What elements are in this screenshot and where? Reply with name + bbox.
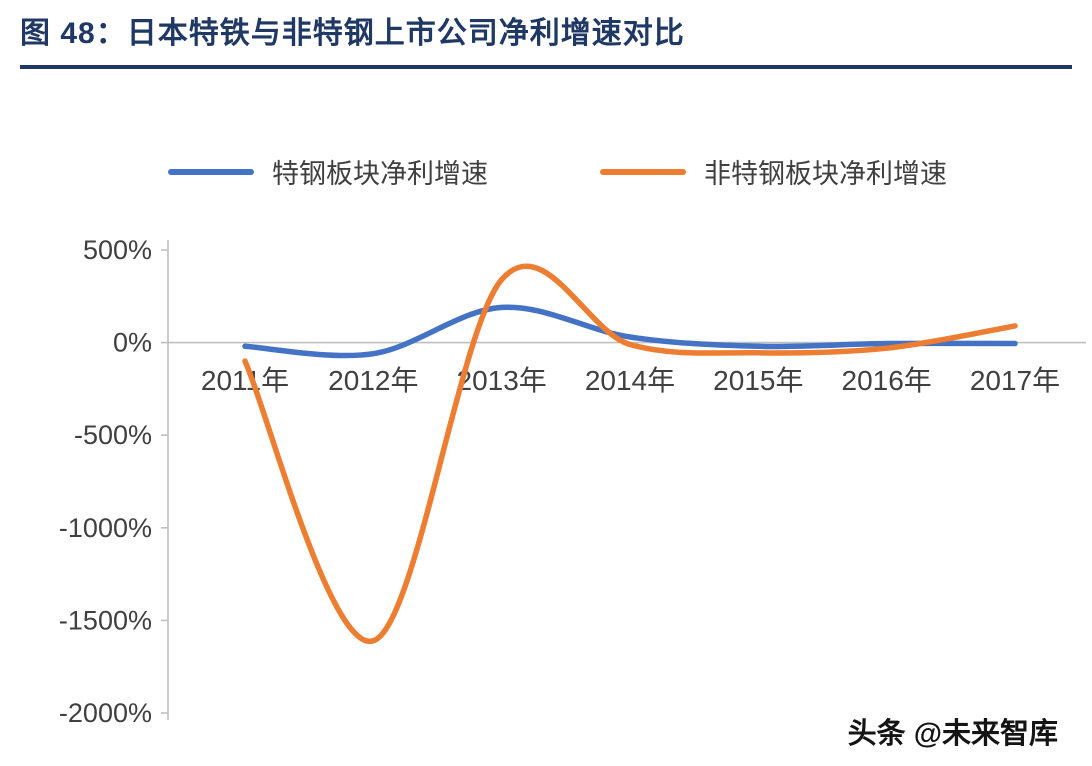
x-tick-label: 2014年 — [585, 365, 675, 396]
y-tick-label: -1000% — [59, 513, 152, 543]
legend-item-special-steel: 特钢板块净利增速 — [168, 152, 488, 191]
legend-line-swatch-blue — [168, 168, 254, 175]
legend-label: 特钢板块净利增速 — [272, 159, 488, 189]
y-tick-label: -2000% — [59, 698, 152, 728]
y-tick-label: -500% — [74, 420, 152, 450]
figure-title: 图 48：日本特铁与非特钢上市公司净利增速对比 — [20, 17, 685, 50]
x-tick-label: 2015年 — [713, 365, 803, 396]
legend-label: 非特钢板块净利增速 — [704, 159, 947, 189]
chart-area: 500% 0% -500% -1000% -1500% -2000% 2011年 2012年 2… — [0, 220, 1092, 766]
x-tick-label: 2013年 — [457, 365, 547, 396]
legend-line-swatch-orange — [600, 168, 686, 175]
x-tick-label: 2017年 — [970, 365, 1060, 396]
y-tick-label: -1500% — [59, 605, 152, 635]
y-tick-label: 500% — [83, 235, 152, 265]
chart-legend: 特钢板块净利增速 非特钢板块净利增速 — [168, 152, 947, 191]
legend-item-non-special-steel: 非特钢板块净利增速 — [600, 152, 947, 191]
line-chart-canvas: 500% 0% -500% -1000% -1500% -2000% 2011年 2012年 2… — [59, 235, 1086, 728]
watermark-text: 头条 @未来智库 — [847, 718, 1058, 750]
x-tick-label: 2016年 — [842, 365, 932, 396]
y-tick-label: 0% — [113, 328, 152, 358]
series-line-1 — [242, 263, 1018, 644]
figure-header: 图 48：日本特铁与非特钢上市公司净利增速对比 — [20, 14, 1072, 69]
x-tick-label: 2011年 — [201, 365, 289, 396]
series-line-0 — [242, 304, 1018, 359]
x-tick-label: 2012年 — [328, 365, 418, 396]
